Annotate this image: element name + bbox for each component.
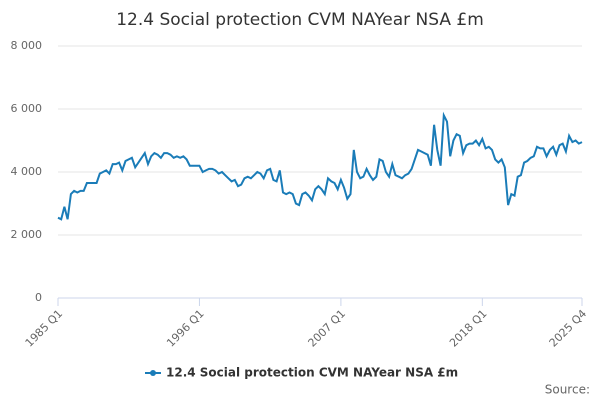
legend-label: 12.4 Social protection CVM NAYear NSA £m [166,366,458,380]
y-tick-label: 4 000 [11,165,43,178]
x-tick-label: 2007 Q1 [306,307,349,350]
chart-title: 12.4 Social protection CVM NAYear NSA £m [116,10,484,30]
y-tick-label: 6 000 [11,102,43,115]
x-tick-label: 2018 Q1 [447,307,490,350]
x-tick-label: 1996 Q1 [164,307,207,350]
series-line [57,111,583,221]
x-tick-label: 1985 Q1 [23,307,66,350]
x-tick-label: 2025 Q4 [547,307,590,350]
y-tick-label: 0 [35,291,42,304]
y-tick-label: 8 000 [11,39,43,52]
source: Source: [545,383,590,397]
legend-marker [150,370,156,376]
y-tick-label: 2 000 [11,228,43,241]
